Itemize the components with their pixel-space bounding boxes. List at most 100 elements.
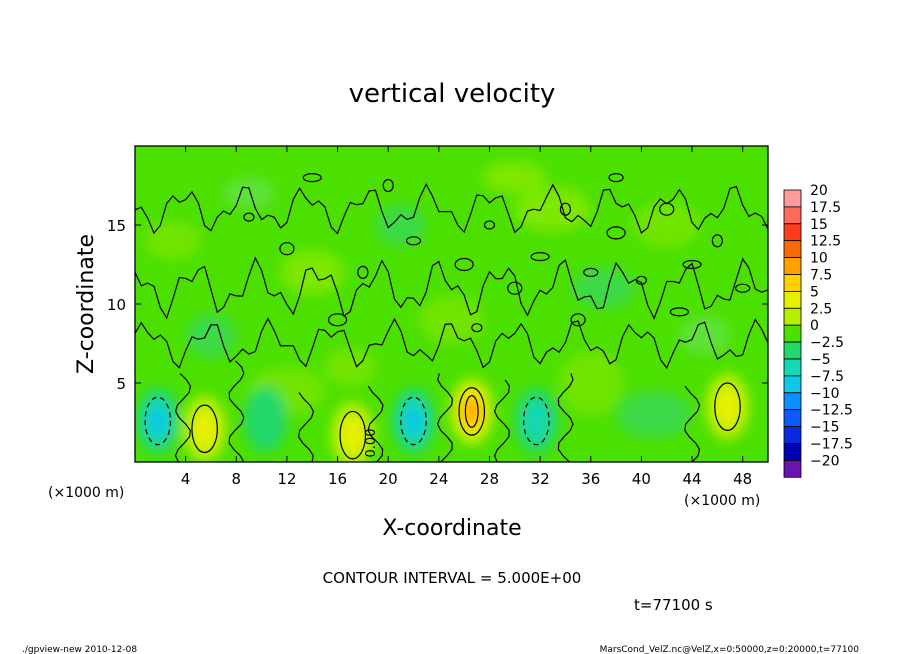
contour-loop [357, 265, 369, 279]
zero-contour [493, 379, 511, 462]
field-patch [571, 267, 636, 309]
x-tick-label: 12 [277, 470, 296, 488]
x-axis-label: X-coordinate [382, 516, 521, 541]
x-tick-label: 24 [429, 470, 448, 488]
field-patch [185, 313, 237, 358]
field-patch [324, 348, 376, 387]
downdraft-region [148, 406, 168, 436]
colorbar-label: −10 [810, 386, 840, 402]
x-tick-label: 28 [480, 470, 499, 488]
field-patch [280, 250, 344, 295]
updraft-region [339, 415, 366, 456]
contour-loop [507, 281, 523, 295]
contour-loop [530, 252, 550, 262]
contour-line [458, 387, 486, 436]
contour-loop [659, 202, 675, 216]
colorbar-swatch [783, 443, 802, 461]
field-patch [514, 187, 591, 232]
contour-line [400, 396, 427, 446]
x-tick-label: 44 [682, 470, 701, 488]
contour-loop [669, 307, 689, 317]
x-tick-label: 8 [232, 470, 242, 488]
x-tick-label: 48 [733, 470, 752, 488]
y-axis-label: Z-coordinate [74, 234, 99, 374]
contour-loop [382, 178, 394, 193]
zero-contour [297, 392, 315, 462]
chart-title: vertical velocity [349, 79, 556, 109]
colorbar-swatch [783, 240, 802, 258]
downdraft-region [523, 401, 550, 441]
contour-value-label: 0.00 [364, 429, 379, 458]
contour-loop [606, 226, 626, 240]
colorbar-swatch [783, 324, 802, 343]
contour-loop [454, 257, 474, 272]
contour-loop [471, 323, 483, 333]
x-tick-label: 32 [531, 470, 550, 488]
contour-loop [608, 173, 624, 183]
colorbar-label: −12.5 [810, 403, 853, 419]
contour-line [523, 396, 550, 446]
zero-contour [557, 373, 574, 462]
downdraft-region [243, 386, 287, 453]
contour-loop [279, 242, 295, 256]
contour-interval-label: CONTOUR INTERVAL = 5.000E+00 [323, 569, 582, 587]
field-patch [419, 296, 484, 344]
zero-contour [684, 385, 701, 462]
field-patch [223, 177, 275, 210]
colorbar-swatch [783, 206, 802, 225]
colorbar-label: 10 [810, 251, 828, 267]
zero-contour [367, 385, 384, 462]
contour-loop [243, 212, 255, 222]
field-patch [615, 390, 693, 439]
x-unit-label-left: (×1000 m) [48, 485, 124, 501]
contour-line [339, 410, 367, 460]
colorbar-swatch [783, 426, 802, 444]
zero-contour [135, 256, 768, 320]
colorbar-label: −17.5 [810, 437, 853, 453]
y-tick-label: 15 [107, 217, 126, 235]
colorbar-swatch [783, 392, 802, 411]
x-tick-label: 16 [328, 470, 347, 488]
colorbar: 2017.51512.5107.552.50−2.5−5−7.5−10−12.5… [783, 183, 853, 478]
colorbar-swatch [783, 223, 802, 242]
colorbar-swatch [783, 409, 802, 428]
contour-loop [405, 236, 422, 246]
contour-loop [635, 275, 648, 285]
updraft-region [191, 408, 218, 449]
colorbar-swatch [783, 257, 802, 275]
x-tick-label: 40 [632, 470, 651, 488]
colorbar-label: 0 [810, 318, 819, 334]
colorbar-label: 17.5 [810, 200, 841, 216]
field-patch [483, 161, 547, 194]
colorbar-label: −2.5 [810, 335, 844, 351]
colorbar-label: 12.5 [810, 234, 841, 250]
colorbar-swatch [783, 375, 802, 394]
footer-left: ./gpview-new 2010-12-08 [22, 645, 137, 654]
colorbar-label: −15 [810, 420, 840, 436]
contour-loop [302, 173, 322, 183]
field-patch [375, 204, 427, 246]
colorbar-swatch [783, 307, 802, 326]
zero-contour [135, 317, 768, 370]
field-patch [559, 351, 623, 415]
contour-line [191, 404, 218, 454]
contour-loop [559, 202, 572, 216]
zero-contour [228, 360, 245, 462]
colorbar-swatch [783, 341, 802, 360]
y-tick-label: 5 [116, 375, 126, 393]
colorbar-label: 2.5 [810, 301, 832, 317]
zero-contour [436, 373, 454, 462]
contour-loop [711, 234, 723, 248]
contour-loop [682, 259, 702, 270]
colorbar-label: 5 [810, 284, 819, 300]
downdraft-region [404, 406, 423, 436]
x-tick-label: 4 [181, 470, 191, 488]
colorbar-swatch [783, 358, 802, 377]
colorbar-swatch [783, 274, 802, 292]
contour-loop [483, 220, 496, 230]
contour-line [144, 396, 172, 446]
contour-loop [735, 283, 751, 293]
y-tick-label: 10 [107, 296, 126, 314]
colorbar-label: 15 [810, 217, 828, 233]
contour-loop [327, 313, 348, 327]
